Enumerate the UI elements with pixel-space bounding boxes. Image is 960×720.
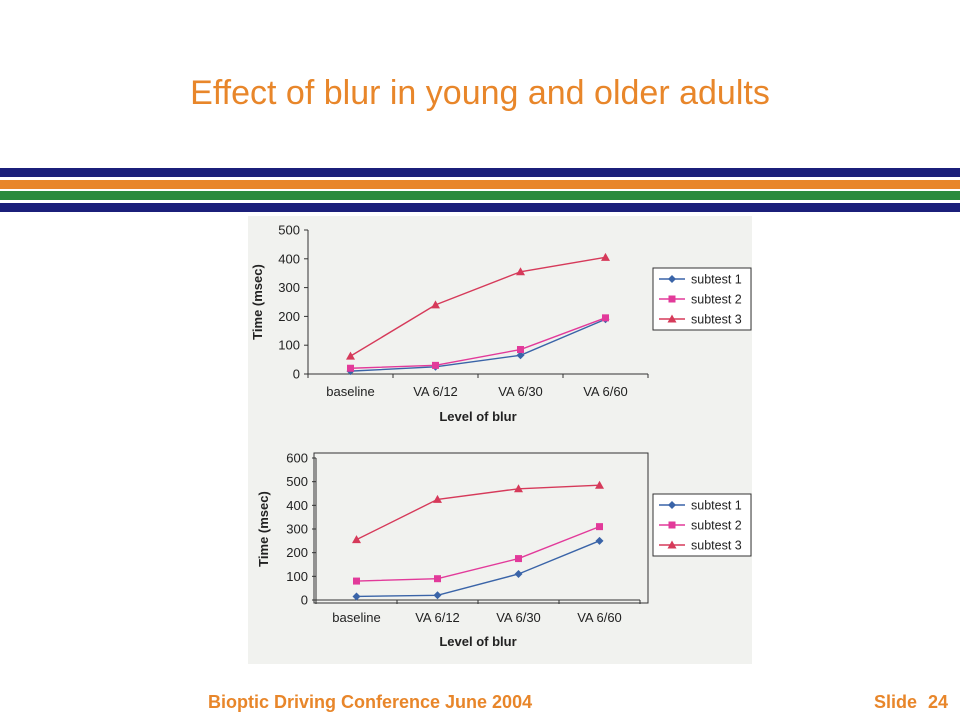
chart-2-series-1-point xyxy=(514,569,523,578)
chart-2-legend-marker xyxy=(667,540,677,549)
chart-1-category-label: baseline xyxy=(326,384,374,399)
chart-2-y-axis-label: Time (msec) xyxy=(256,491,271,567)
chart-2-legend-marker xyxy=(668,501,676,509)
chart-2-series-3-point xyxy=(595,480,604,489)
chart-1-legend-label: subtest 3 xyxy=(691,313,742,327)
slide-number: 24 xyxy=(927,692,948,712)
chart-1-y-tick-label: 400 xyxy=(278,251,300,266)
chart-1-y-tick-label: 500 xyxy=(278,223,300,238)
chart-2-plot-border xyxy=(313,452,649,604)
chart-1-series-2-point xyxy=(602,314,609,322)
slide-number-label: Slide 24 xyxy=(868,692,948,713)
chart-1-legend-marker xyxy=(668,295,676,303)
chart-1-y-tick-label: 100 xyxy=(278,338,300,353)
chart-2-y-tick-label: 400 xyxy=(286,498,308,513)
chart-2-y-tick-label: 600 xyxy=(286,451,308,466)
stripe-navy-bottom xyxy=(0,202,960,212)
chart-1-series-1-line xyxy=(350,318,606,372)
chart-1-series-2-line xyxy=(350,317,606,369)
chart-1-series-3-point xyxy=(601,252,610,261)
charts-svg: 0 100 200 300 400 500 baseline VA 6/12 VA 6/30 VA… xyxy=(250,223,752,649)
chart-2-legend-label: subtest 3 xyxy=(691,539,742,553)
footer-text: Bioptic Driving Conference June 2004 xyxy=(208,692,533,712)
chart-2-series-1-line xyxy=(356,540,600,598)
chart-1-legend-label: subtest 1 xyxy=(691,273,742,287)
stripe-orange xyxy=(0,179,960,189)
decorative-stripes xyxy=(0,168,960,214)
chart-2-legend-label: subtest 2 xyxy=(691,519,742,533)
chart-2-y-tick-label: 100 xyxy=(286,569,308,584)
chart-1-category-label: VA 6/60 xyxy=(583,384,628,399)
chart-1-legend-label: subtest 2 xyxy=(691,293,742,307)
chart-1-series-2-point xyxy=(347,364,354,372)
chart-1-series-3-point xyxy=(431,300,440,309)
stripe-navy xyxy=(0,168,960,177)
chart-2-series-2-point xyxy=(434,575,441,583)
chart-2-legend-marker xyxy=(668,521,676,529)
chart-2-category-label: VA 6/30 xyxy=(496,610,541,625)
chart-2-category-label: VA 6/60 xyxy=(577,610,622,625)
chart-2-y-tick-label: 0 xyxy=(301,593,308,608)
slide-label: Slide xyxy=(873,692,917,712)
chart-2-series-1-point xyxy=(595,536,604,545)
chart-2-series-3-point xyxy=(352,535,361,544)
chart-2-y-tick-label: 200 xyxy=(286,545,308,560)
chart-2-category-label: baseline xyxy=(332,610,380,625)
chart-2-series-1-point xyxy=(352,592,361,601)
chart-2-series-2-point xyxy=(596,523,603,531)
chart-2-series-3-point xyxy=(433,494,442,503)
chart-1-series-2-point xyxy=(517,346,524,354)
chart-2-series-2-line xyxy=(356,525,600,582)
chart-1-series-2-point xyxy=(432,361,439,369)
chart-2-series-2-point xyxy=(353,577,360,585)
chart-2-series-1-point xyxy=(433,591,442,600)
chart-1-category-label: VA 6/12 xyxy=(413,384,458,399)
slide-title: Effect of blur in young and older adults xyxy=(190,74,770,112)
chart-1-series-1-point xyxy=(516,351,525,360)
chart-1-y-axis-label: Time (msec) xyxy=(250,264,265,340)
chart-2-series-3-point xyxy=(514,484,523,493)
chart-2-series-3-line xyxy=(356,484,600,541)
chart-2-y-tick-label: 500 xyxy=(286,474,308,489)
chart-1-series-3-point xyxy=(516,267,525,276)
chart-1-series-3-point xyxy=(346,351,355,360)
chart-1-category-label: VA 6/30 xyxy=(498,384,543,399)
chart-1-y-tick-label: 300 xyxy=(278,280,300,295)
chart-1-legend-marker xyxy=(668,275,676,283)
chart-2-category-label: VA 6/12 xyxy=(415,610,460,625)
chart-1-y-tick-label: 0 xyxy=(293,367,300,382)
chart-2-legend-label: subtest 1 xyxy=(691,499,742,513)
chart-1-series-3-line xyxy=(350,256,606,357)
chart-figure: 0 100 200 300 400 500 baseline VA 6/12 VA 6/30 VA… xyxy=(248,216,752,664)
chart-2-x-axis-label: Level of blur xyxy=(439,634,516,649)
chart-2-series-2-point xyxy=(515,555,522,563)
chart-2-y-tick-label: 300 xyxy=(286,522,308,537)
stripe-green xyxy=(0,191,960,200)
chart-1-y-tick-label: 200 xyxy=(278,309,300,324)
chart-1-legend-marker xyxy=(667,314,677,323)
chart-1-x-axis-label: Level of blur xyxy=(439,409,516,424)
